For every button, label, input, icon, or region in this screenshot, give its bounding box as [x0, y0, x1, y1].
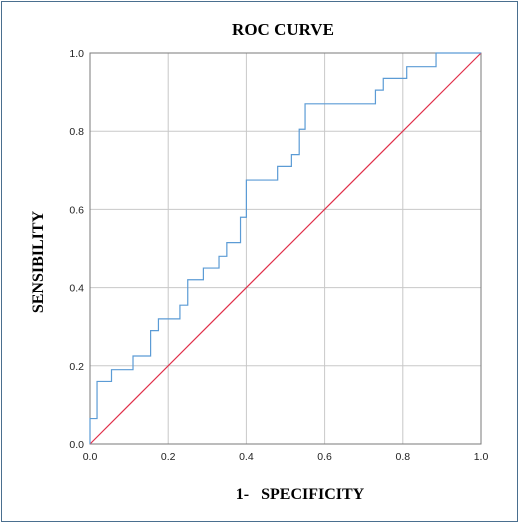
x-tick-label: 1.0 — [474, 451, 489, 463]
x-tick-label: 0.8 — [395, 451, 410, 463]
x-tick-label: 0.4 — [239, 451, 254, 463]
y-tick-label: 1.0 — [69, 48, 84, 60]
y-tick-label: 0.2 — [69, 361, 84, 373]
y-tick-label: 0.6 — [69, 204, 84, 216]
x-tick-label: 0.6 — [317, 451, 332, 463]
chart-title: ROC CURVE — [232, 20, 334, 39]
grid-lines — [90, 53, 481, 444]
plot-border — [89, 52, 482, 445]
reference-diagonal-line — [89, 52, 482, 445]
tick-labels: 0.0 0.2 0.4 0.6 0.8 1.0 0.0 0.2 0.4 0.6 0.8 1.0 — [69, 48, 488, 463]
series-layer — [89, 52, 482, 445]
x-tick-label: 0.2 — [161, 451, 176, 463]
y-tick-label: 0.0 — [69, 439, 84, 451]
y-axis-label: SENSIBILITY — [30, 210, 47, 313]
x-tick-label: 0.0 — [83, 451, 98, 463]
x-axis-label: 1- SPECIFICITY — [236, 486, 365, 503]
y-tick-label: 0.4 — [69, 283, 84, 295]
y-tick-label: 0.8 — [69, 126, 84, 138]
roc-curve-line — [89, 52, 481, 444]
